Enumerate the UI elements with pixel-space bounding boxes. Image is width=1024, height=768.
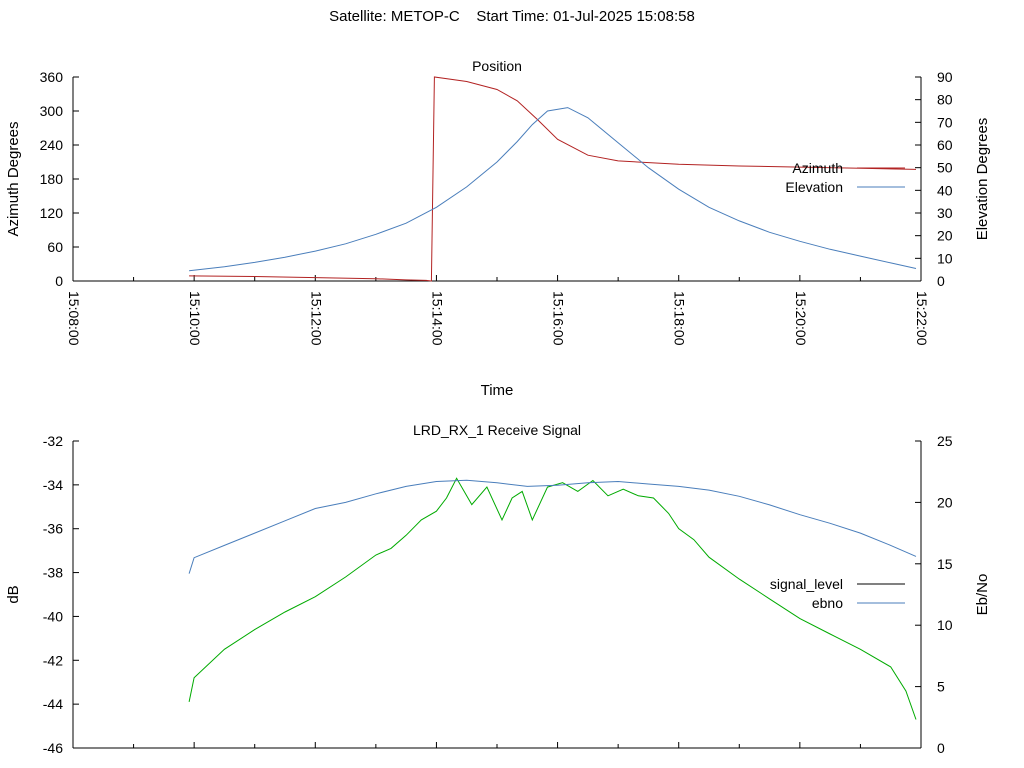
y-tick-label: -44	[43, 696, 63, 712]
elevation-line	[189, 107, 917, 272]
y2-tick-label: 15	[937, 556, 953, 572]
x-tick-label: 15:14:00	[429, 291, 445, 346]
y-tick-label: 360	[40, 69, 64, 85]
y2-tick-label: 20	[937, 494, 953, 510]
y-tick-label: -40	[43, 608, 63, 624]
y-tick-label: 120	[40, 205, 64, 221]
y2-tick-label: 30	[937, 205, 953, 221]
legend-label: ebno	[812, 595, 843, 611]
x-tick-label: 15:20:00	[793, 291, 809, 346]
y2-tick-label: 25	[937, 433, 953, 449]
y-tick-label: -36	[43, 521, 63, 537]
chart-title: Position	[472, 58, 522, 74]
y-tick-label: -42	[43, 652, 63, 668]
legend-label: Elevation	[785, 179, 843, 195]
y2-tick-label: 20	[937, 228, 953, 244]
y2-tick-label: 70	[937, 114, 953, 130]
y2-tick-label: 0	[937, 273, 945, 289]
page-title: Satellite: METOP-C Start Time: 01-Jul-20…	[329, 8, 695, 25]
x-tick-label: 15:12:00	[308, 291, 324, 346]
y2-tick-label: 40	[937, 182, 953, 198]
y-tick-label: 240	[40, 137, 64, 153]
azimuth-line	[189, 76, 917, 282]
y-tick-label: 180	[40, 171, 64, 187]
y-tick-label: 0	[55, 273, 63, 289]
y-tick-label: -38	[43, 565, 63, 581]
y-tick-label: 60	[47, 239, 63, 255]
y-tick-label: -34	[43, 477, 63, 493]
x-tick-label: 15:10:00	[187, 291, 203, 346]
y2-tick-label: 10	[937, 617, 953, 633]
y2-tick-label: 50	[937, 160, 953, 176]
y-axis-label: Azimuth Degrees	[5, 121, 22, 236]
y-tick-label: -32	[43, 433, 63, 449]
y-tick-label: -46	[43, 740, 63, 756]
y2-axis-label: Elevation Degrees	[974, 118, 991, 241]
legend-label: signal_level	[770, 576, 843, 592]
y-axis-label: dB	[5, 585, 22, 603]
x-tick-label: 15:08:00	[66, 291, 82, 346]
y2-tick-label: 90	[937, 69, 953, 85]
y2-tick-label: 80	[937, 92, 953, 108]
legend-label: Azimuth	[792, 160, 843, 176]
x-tick-label: 15:18:00	[672, 291, 688, 346]
y2-tick-label: 10	[937, 250, 953, 266]
series-1-line	[188, 477, 917, 720]
series-2-line	[188, 479, 917, 574]
y2-tick-label: 5	[937, 679, 945, 695]
y2-tick-label: 0	[937, 740, 945, 756]
chart-title: LRD_RX_1 Receive Signal	[413, 422, 581, 438]
y2-axis-label: Eb/No	[974, 574, 991, 616]
x-axis-label: Time	[481, 382, 514, 399]
x-tick-label: 15:22:00	[914, 291, 930, 346]
y2-tick-label: 60	[937, 137, 953, 153]
y-tick-label: 300	[40, 103, 64, 119]
x-tick-label: 15:16:00	[551, 291, 567, 346]
